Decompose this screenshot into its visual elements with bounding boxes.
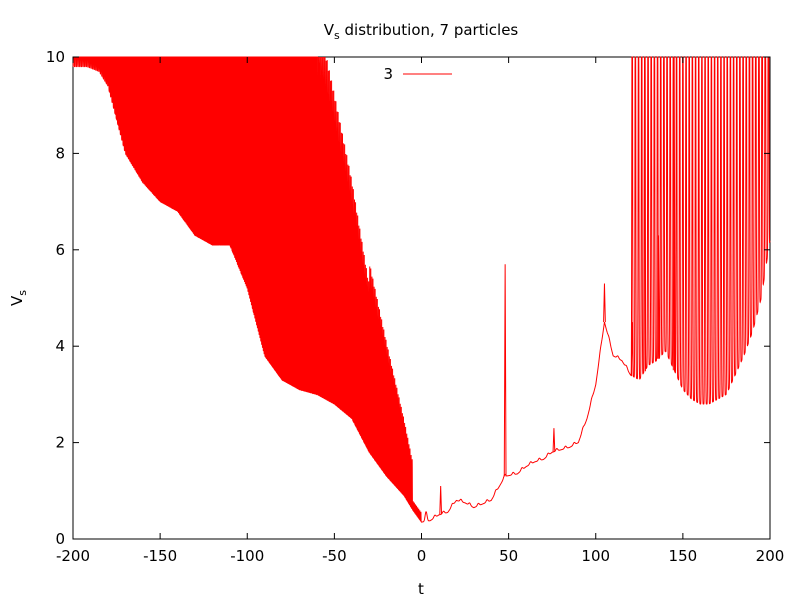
x-tick-label: -50: [322, 547, 347, 565]
series-spike: [630, 322, 634, 377]
x-tick-label: -200: [56, 547, 90, 565]
y-label-main: V: [8, 295, 26, 306]
series-spike: [657, 235, 660, 359]
y-tick-label: 8: [55, 144, 65, 162]
x-tick-label: 200: [756, 547, 785, 565]
series-spike: [672, 56, 676, 371]
series-group: [72, 56, 771, 523]
y-tick-label: 4: [55, 337, 65, 355]
series-spike: [603, 283, 606, 323]
title-rest: distribution, 7 particles: [340, 21, 519, 39]
series-spike: [643, 56, 646, 372]
y-label-subscript: s: [16, 290, 29, 296]
y-tick-label: 10: [46, 48, 65, 66]
legend-label: 3: [383, 65, 393, 83]
x-tick-label: 0: [417, 547, 427, 565]
x-axis-label: t: [418, 580, 424, 598]
title-main: V: [324, 21, 335, 39]
legend-background: [376, 63, 460, 83]
x-tick-label: 150: [669, 547, 698, 565]
chart-title: Vs distribution, 7 particles: [324, 21, 519, 42]
x-tick-label: -150: [143, 547, 177, 565]
series-line-3: [72, 56, 771, 523]
y-axis-ticks: 0 2 4 6 8 10: [46, 48, 770, 548]
y-tick-label: 2: [55, 434, 65, 452]
title-subscript: s: [334, 29, 340, 42]
series-spike: [439, 485, 443, 515]
series-spike: [503, 264, 507, 477]
y-tick-label: 0: [55, 530, 65, 548]
legend: 3: [376, 63, 460, 83]
x-tick-label: 100: [581, 547, 610, 565]
x-axis-ticks: -200 -150 -100 -50 0 50 100 150 200: [56, 57, 784, 565]
series-spike: [552, 428, 556, 452]
y-axis-label: Vs: [8, 290, 29, 306]
x-tick-label: -100: [230, 547, 264, 565]
y-tick-label: 6: [55, 241, 65, 259]
x-tick-label: 50: [499, 547, 518, 565]
